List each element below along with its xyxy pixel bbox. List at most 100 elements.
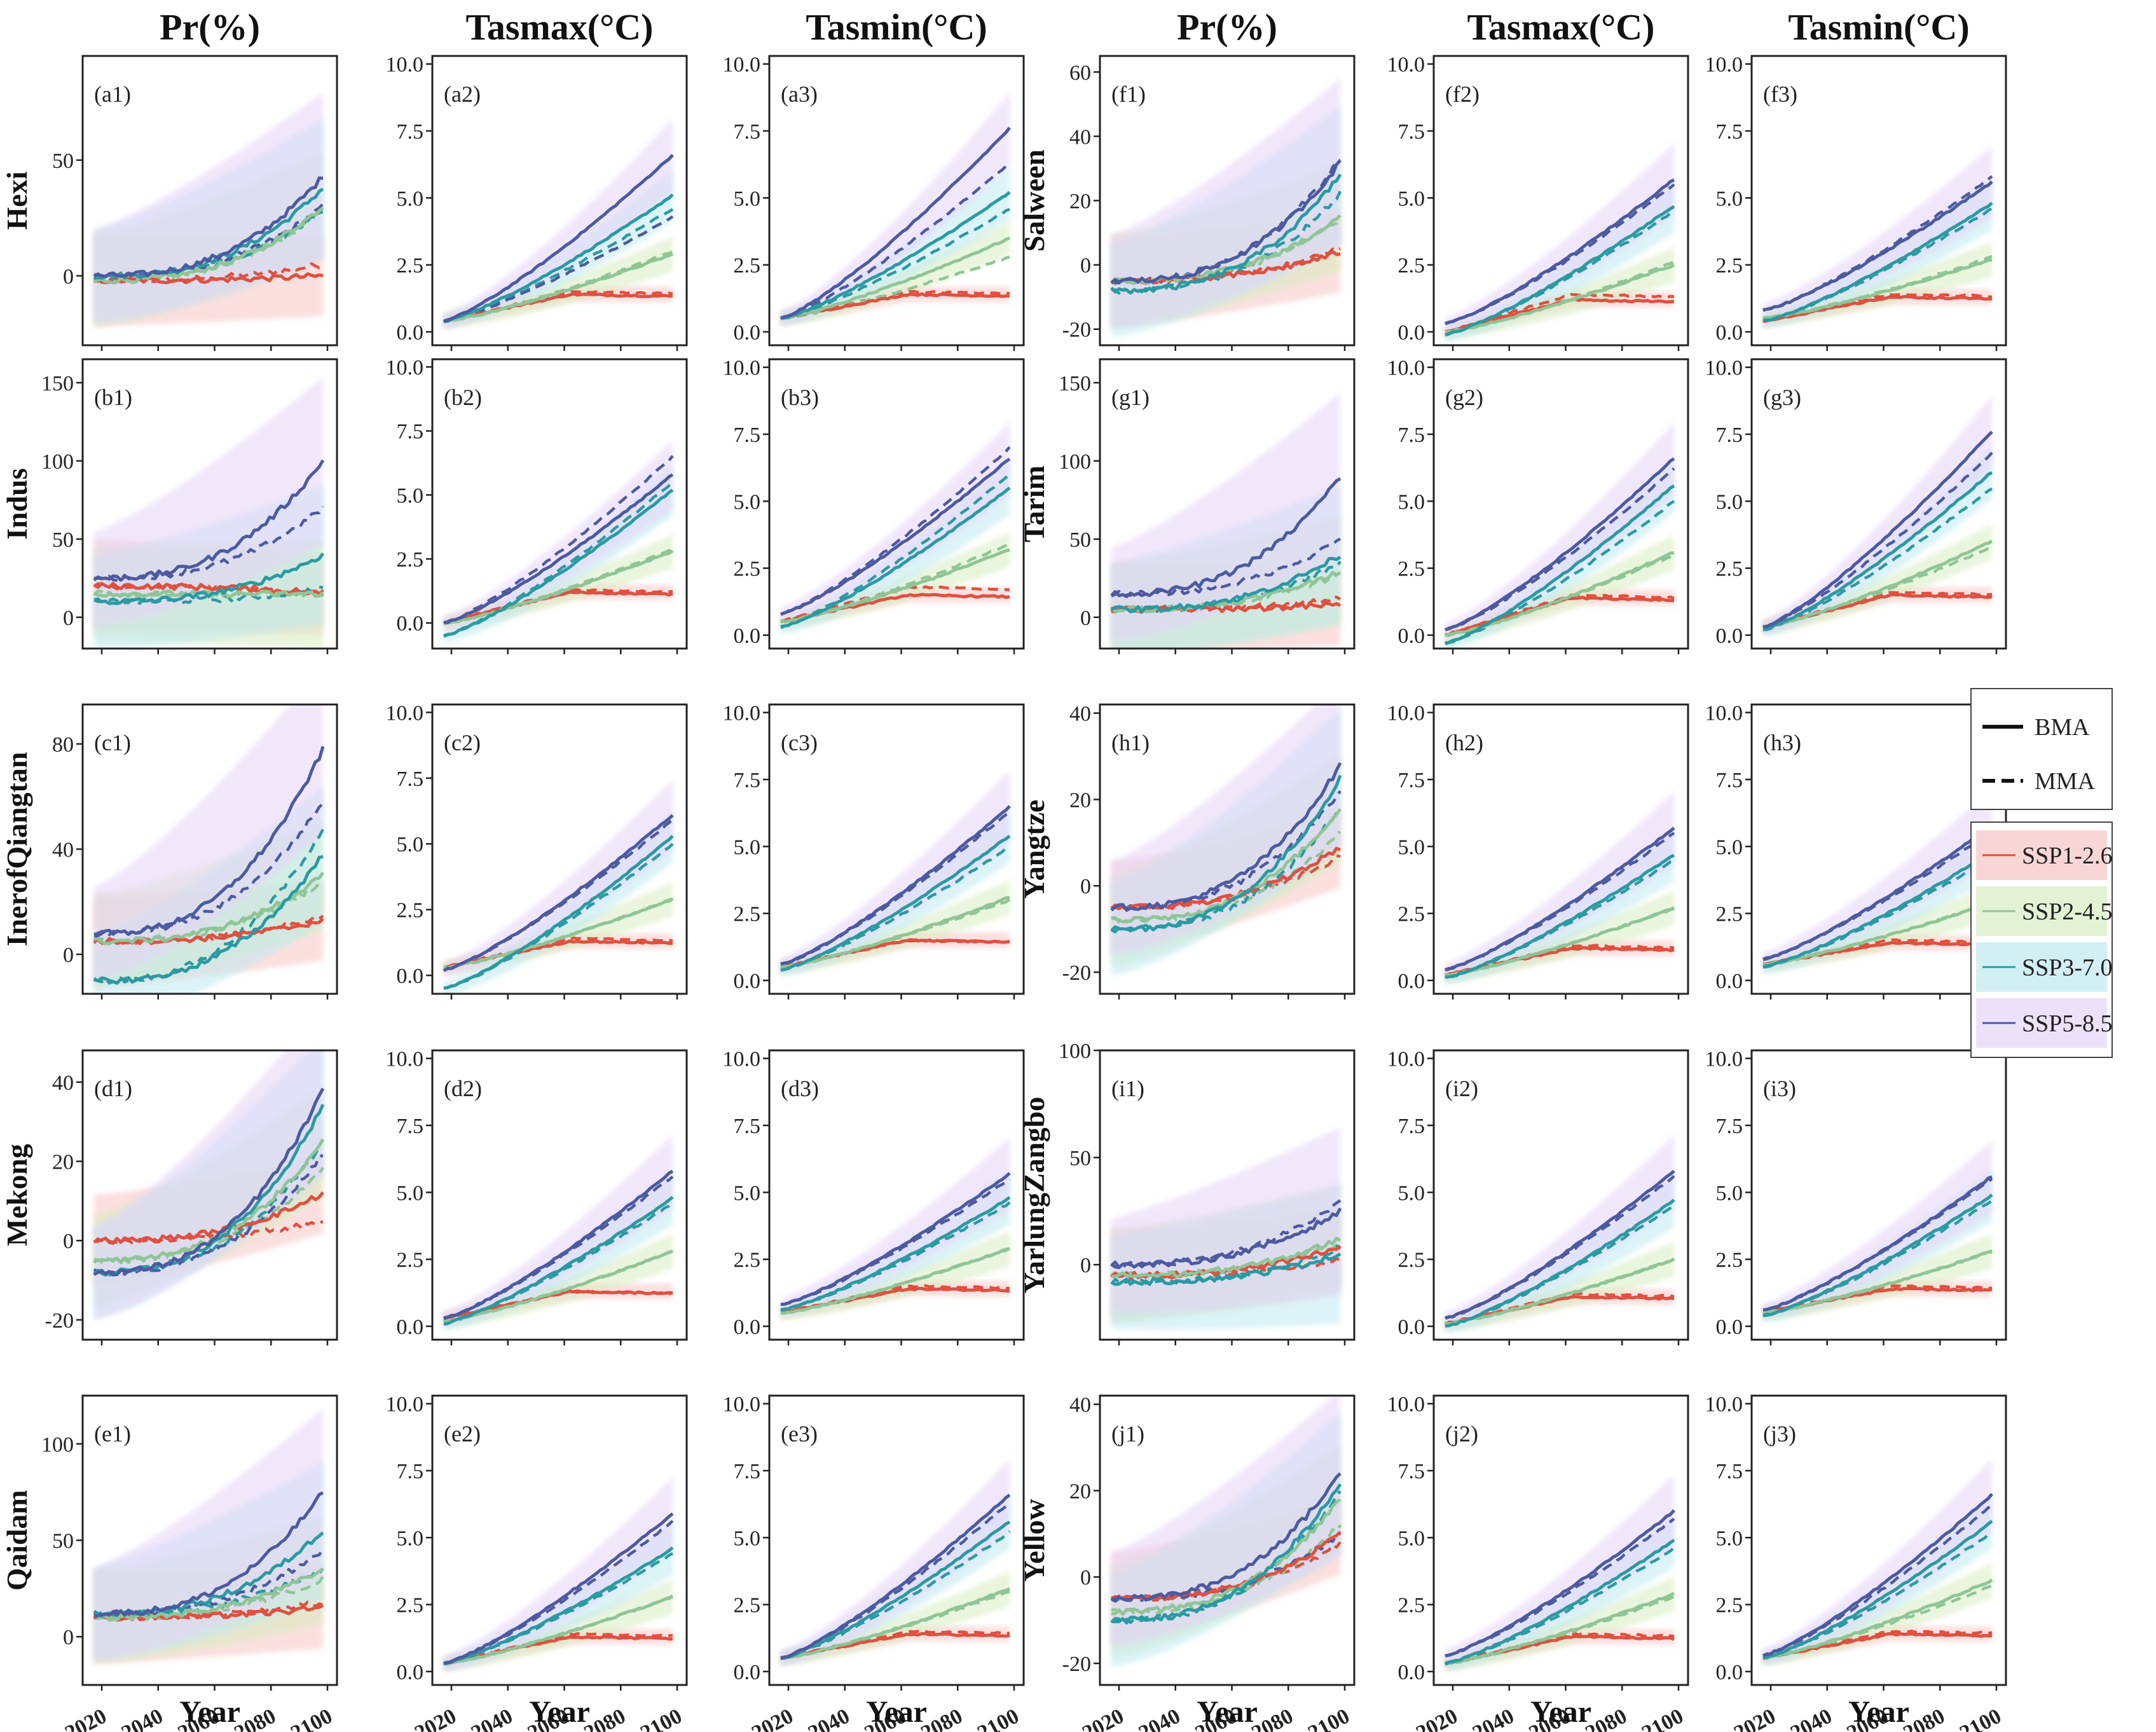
plot-area (1762, 395, 1993, 637)
y-tick-label: 0.0 (1398, 1316, 1425, 1339)
panel-f2: 10.0 7.5 5.0 2.5 0.0 (f2) (1387, 53, 1689, 351)
band-ssp585 (444, 119, 673, 328)
line-bma-ssp245 (443, 1249, 673, 1323)
line-bma-ssp585 (443, 814, 674, 972)
panel-label: (h2) (1445, 730, 1483, 755)
panel-label: (e2) (444, 1421, 481, 1447)
y-tick-label: 0 (1080, 607, 1091, 630)
y-tick-label: 2.5 (1716, 254, 1743, 278)
y-tick-label: 2.5 (1716, 558, 1743, 581)
plot-area (1445, 422, 1675, 649)
line-bma-ssp370 (443, 835, 674, 990)
band-ssp585 (1111, 704, 1340, 954)
y-tick-label: 5.0 (734, 1181, 761, 1205)
line-bma-ssp370 (1445, 484, 1675, 645)
y-tick-label: 7.5 (1716, 1460, 1743, 1483)
band-ssp585 (1763, 395, 1992, 634)
line-bma-ssp585 (443, 473, 674, 624)
legend-ssp126-label: SSP1-2.6 (2022, 842, 2113, 869)
y-tick-label: 2.5 (1716, 1249, 1743, 1272)
line-bma-ssp585 (93, 1087, 325, 1277)
panel-frame (1432, 703, 1689, 995)
plot-area (443, 439, 674, 642)
y-tick-label: 5.0 (1716, 490, 1743, 514)
y-tick-label: 100 (1059, 450, 1091, 474)
y-tick-label: 0 (1080, 1566, 1091, 1590)
band-ssp585 (94, 1050, 323, 1319)
y-tick-label: 10.0 (1387, 1048, 1425, 1071)
line-bma-ssp585 (93, 1491, 324, 1618)
x-tick-label: 2040 (1135, 1704, 1184, 1732)
plot-area (1445, 142, 1675, 341)
band-ssp585 (444, 1477, 673, 1670)
panel-b1: 150 100 50 0 (b1) Indus (1, 358, 338, 654)
legend-ssp245-label: SSP2-4.5 (2022, 898, 2113, 925)
y-tick-label: 10.0 (1705, 1393, 1743, 1417)
panel-b3: 10.0 7.5 5.0 2.5 0.0 (b3) (723, 357, 1025, 654)
panel-frame (1432, 1049, 1689, 1341)
band-ssp126 (444, 1628, 673, 1670)
line-bma-ssp585 (1762, 1493, 1993, 1658)
panel-g3: 10.0 7.5 5.0 2.5 0.0 (g3) (1705, 357, 2007, 654)
line-bma-ssp370 (443, 1195, 674, 1326)
column-title-6: Tasmin(°C) (1788, 6, 1969, 48)
y-tick-label: 50 (52, 528, 74, 552)
line-bma-ssp585 (1445, 178, 1675, 326)
plot-area (1110, 392, 1342, 649)
y-tick-label: 2.5 (734, 1594, 761, 1618)
panel-e3: 10.0 7.5 5.0 2.5 0.0 (e3) (723, 1393, 1025, 1691)
panel-label: (e3) (781, 1421, 818, 1447)
panel-c2: 10.0 7.5 5.0 2.5 0.0 (c2) (386, 701, 688, 1000)
line-bma-ssp370 (1110, 174, 1342, 295)
y-tick-label: 5.0 (397, 833, 424, 856)
y-tick-label: 0 (63, 265, 74, 289)
plot-area (93, 1408, 324, 1664)
line-mma-ssp370 (93, 1567, 324, 1618)
panel-label: (h1) (1111, 730, 1150, 755)
line-bma-ssp585 (1110, 477, 1342, 598)
line-mma-ssp585 (1111, 537, 1342, 598)
line-bma-ssp126 (1111, 1530, 1342, 1602)
x-tick-label: 2100 (1956, 1704, 2005, 1732)
basin-label: Yangtze (1018, 800, 1050, 899)
panel-frame (1432, 358, 1689, 650)
band-ssp585 (1111, 1396, 1340, 1645)
line-bma-ssp370 (1762, 471, 1993, 631)
x-tick-label: 2020 (1730, 1704, 1779, 1732)
line-bma-ssp370 (443, 1546, 674, 1665)
y-tick-label: -20 (45, 1309, 74, 1333)
y-tick-label: 7.5 (734, 120, 761, 144)
basin-label: YarlungZangbo (1018, 1097, 1050, 1293)
y-tick-label: 5.0 (734, 187, 761, 210)
plot-area (93, 1050, 325, 1319)
line-mma-ssp126 (443, 1632, 673, 1665)
plot-area (1110, 1396, 1342, 1667)
y-tick-label: 0.0 (1398, 970, 1425, 993)
band-ssp585 (1763, 788, 1992, 966)
band-ssp126 (444, 933, 673, 974)
basin-label: Salween (1018, 149, 1050, 252)
column-title-5: Tasmax(°C) (1467, 6, 1655, 48)
y-tick-label: 5.0 (734, 1527, 761, 1550)
panel-label: (g1) (1111, 385, 1150, 410)
y-tick-label: 5.0 (1716, 835, 1743, 859)
y-tick-label: 10.0 (1705, 357, 1743, 380)
y-tick-label: 5.0 (734, 835, 761, 859)
panel-j2: 10.0 7.5 5.0 2.5 0.0 (j2) (1387, 1393, 1689, 1691)
band-ssp585 (1763, 1459, 1992, 1663)
panel-e2: 10.0 7.5 5.0 2.5 0.0 (e2) (386, 1393, 688, 1691)
x-tick-label: 2100 (636, 1704, 685, 1732)
y-tick-label: 7.5 (1398, 1115, 1425, 1138)
line-bma-ssp370 (1762, 202, 1993, 322)
y-tick-label: 5.0 (734, 490, 761, 514)
panel-label: (i1) (1111, 1076, 1144, 1101)
line-mma-ssp370 (1445, 500, 1675, 644)
band-ssp585 (781, 1459, 1010, 1665)
x-tick-label: 2040 (118, 1704, 167, 1732)
panel-a2: 10.0 7.5 5.0 2.5 0.0 (a2) (386, 53, 688, 351)
panel-label: (a1) (94, 81, 131, 107)
y-tick-label: 0 (1080, 254, 1091, 278)
y-tick-label: 0 (63, 944, 74, 967)
line-mma-ssp585 (1111, 790, 1342, 911)
